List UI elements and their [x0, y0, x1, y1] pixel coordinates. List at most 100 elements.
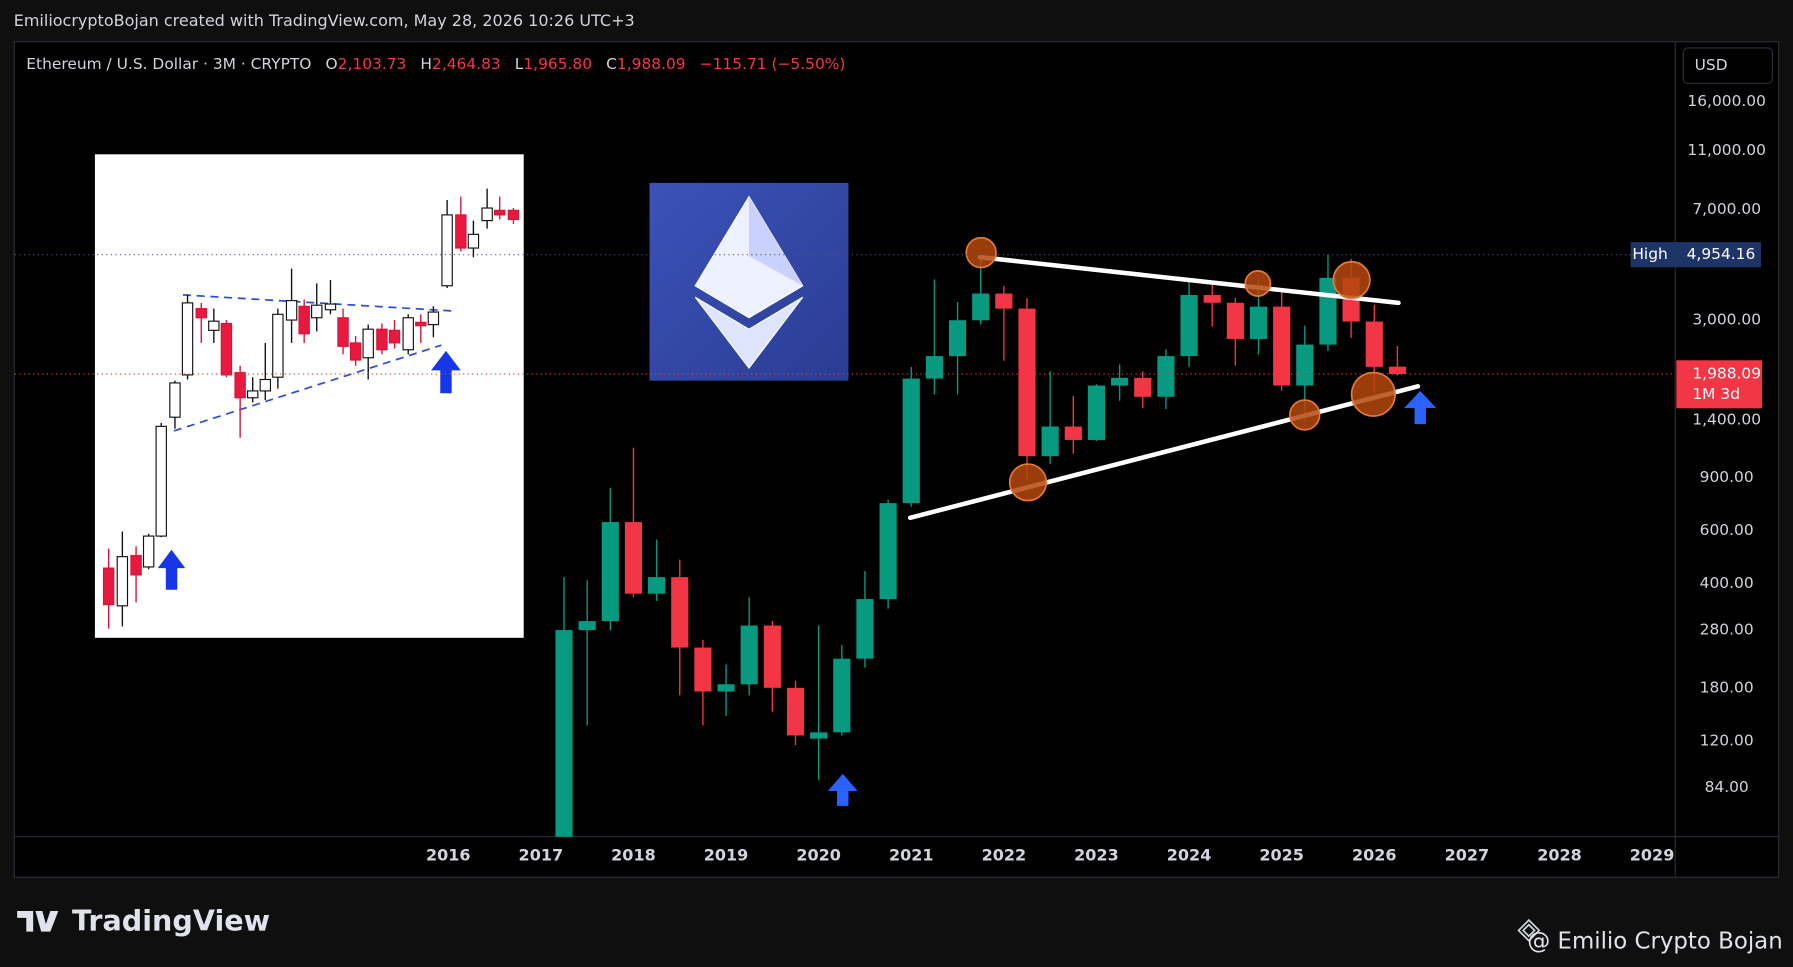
candle-body: [1180, 294, 1198, 357]
candle-body: [925, 356, 943, 379]
logo-mark: [17, 910, 59, 932]
inset-candle: [481, 207, 493, 222]
candle-body: [833, 658, 851, 733]
inset-candle: [455, 214, 467, 249]
last-price-bg: [1676, 360, 1763, 409]
inset-candle: [208, 320, 220, 331]
y-tick-label: 180.00: [1700, 678, 1754, 696]
inset-candle: [246, 390, 259, 399]
inset-candle: [298, 305, 310, 335]
touch-circle: [1289, 399, 1321, 431]
x-tick-label: 2022: [982, 846, 1027, 865]
candle-body: [1157, 356, 1175, 397]
y-tick-label: 120.00: [1700, 731, 1754, 749]
legend-key: L: [515, 55, 524, 73]
logo-lower: [694, 296, 804, 370]
inset-candle: [362, 328, 374, 359]
last-price: 1,988.09: [1692, 365, 1761, 383]
inset-candle: [402, 317, 414, 351]
inset-candle: [102, 567, 115, 606]
trendline: [977, 254, 1401, 306]
candle-body: [740, 625, 758, 685]
inset-candle: [349, 342, 362, 361]
x-tick-label: 2018: [611, 846, 656, 865]
inset-candle: [130, 554, 142, 576]
candle-body: [1203, 294, 1221, 303]
y-tick-label: 7,000.00: [1692, 200, 1761, 218]
inset-trendline: [182, 294, 452, 312]
touch-circle: [1350, 371, 1396, 417]
candle-body: [856, 599, 874, 659]
x-tick-label: 2020: [796, 846, 841, 865]
legend-change: −115.71 (−5.50%): [700, 55, 846, 73]
inset-candle: [234, 372, 246, 399]
x-tick-label: 2016: [426, 846, 471, 865]
inset-arrow: [157, 549, 186, 590]
candle-body: [578, 621, 596, 631]
x-tick-label: 2019: [704, 846, 749, 865]
inset-candle: [415, 321, 427, 327]
watermark-icon: [1517, 918, 1541, 942]
inset-candle: [337, 317, 349, 347]
candle-body: [972, 293, 990, 321]
candle-body: [1249, 306, 1268, 339]
inset-candle: [181, 302, 194, 376]
candle-body: [671, 577, 689, 648]
arrow: [827, 773, 858, 806]
symbol: Ethereum / U.S. Dollar · 3M · CRYPTO: [26, 55, 311, 73]
legend-value: 1,988.09: [617, 55, 686, 73]
touch-circle: [965, 236, 997, 269]
candle-body: [1226, 302, 1244, 339]
high-value: 4,954.16: [1687, 245, 1756, 263]
inset-candle: [116, 556, 129, 607]
candle-body: [648, 577, 666, 594]
legend: Ethereum / U.S. Dollar · 3M · CRYPTO O2,…: [26, 55, 845, 73]
candle-body: [601, 522, 619, 622]
candle-body: [786, 687, 805, 736]
touch-circle: [1332, 260, 1371, 300]
candle-body: [1388, 366, 1406, 374]
high-label-bg: [1630, 242, 1761, 268]
legend-key: H: [420, 55, 432, 73]
candle-body: [1365, 321, 1383, 367]
inset-candle: [195, 308, 207, 319]
candle-body: [624, 522, 643, 594]
y-tick-label: 11,000.00: [1687, 141, 1766, 159]
inset-candle: [142, 535, 155, 568]
inset-trendline: [173, 344, 442, 432]
header: EmiliocryptoBojan created with TradingVi…: [14, 11, 635, 30]
candle-body: [1319, 277, 1337, 345]
legend-value: 2,103.73: [338, 55, 407, 73]
candle-body: [948, 320, 967, 357]
candle-body: [879, 503, 897, 600]
y-tick-label: 400.00: [1700, 574, 1754, 592]
x-tick-label: 2021: [889, 846, 934, 865]
candle-body: [763, 625, 781, 688]
inset-candle: [285, 300, 298, 321]
x-tick-label: 2026: [1352, 846, 1397, 865]
y-tick-label: 16,000.00: [1687, 92, 1766, 110]
high-label: High: [1632, 245, 1667, 263]
countdown: 1M 3d: [1692, 385, 1740, 403]
inset-candle: [324, 303, 337, 311]
currency-button[interactable]: [1682, 47, 1773, 85]
x-tick-label: 2017: [519, 846, 564, 865]
candle-body: [902, 378, 920, 504]
candle-body: [1134, 377, 1152, 397]
touch-circle: [1244, 270, 1272, 297]
currency: USD: [1695, 56, 1728, 74]
x-tick-label: 2024: [1167, 846, 1212, 865]
inset-arrow: [431, 350, 461, 394]
logo-text: TradingView: [72, 903, 270, 937]
trendline: [907, 384, 1421, 521]
inset-candle: [376, 328, 388, 351]
inset-candle: [467, 233, 480, 249]
inset-candle: [155, 425, 167, 537]
y-tick-label: 280.00: [1700, 621, 1754, 639]
legend-key: O: [326, 55, 338, 73]
inset-candle: [388, 329, 401, 344]
candle-body: [717, 684, 735, 692]
candle-body: [555, 630, 573, 837]
candle-body: [1064, 426, 1082, 440]
